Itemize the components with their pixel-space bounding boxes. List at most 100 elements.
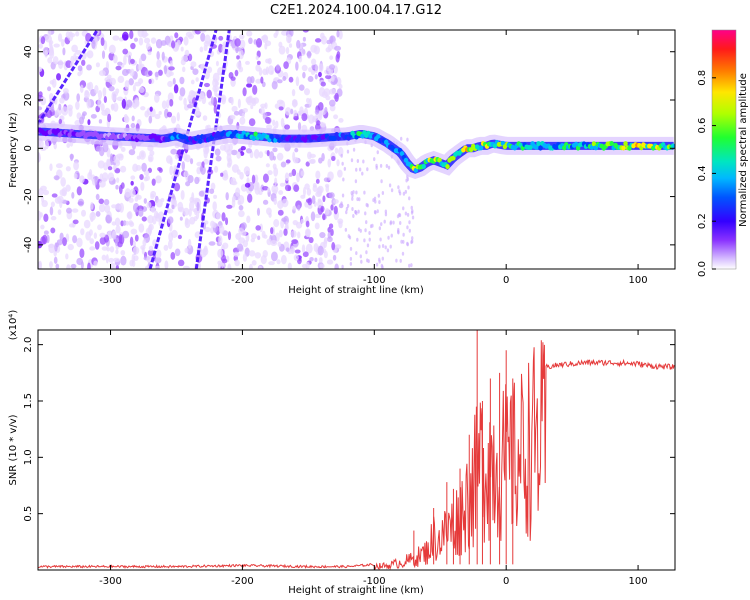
noise-speckle: [273, 219, 280, 228]
noise-speckle: [328, 64, 336, 70]
noise-speckle: [278, 45, 286, 55]
noise-speckle: [309, 256, 314, 262]
noise-speckle: [184, 247, 189, 254]
noise-speckle: [325, 185, 330, 193]
noise-speckle: [275, 30, 279, 36]
noise-speckle: [253, 149, 260, 159]
noise-speckle: [236, 243, 244, 252]
noise-speckle: [294, 249, 301, 254]
noise-speckle: [222, 242, 229, 250]
noise-speckle: [311, 195, 316, 205]
noise-speckle: [177, 234, 182, 240]
noise-speckle: [328, 223, 334, 229]
noise-speckle: [194, 207, 198, 216]
noise-speckle: [155, 212, 160, 219]
noise-speckle: [120, 249, 126, 256]
noise-speckle: [258, 67, 263, 76]
noise-speckle: [278, 106, 284, 111]
noise-speckle: [166, 208, 172, 214]
noise-speckle: [52, 56, 59, 65]
noise-speckle: [138, 57, 142, 67]
noise-speckle: [138, 86, 145, 94]
trace-cell: [573, 141, 579, 147]
noise-speckle: [183, 36, 189, 46]
colorbar-tick-label: 0.8: [697, 70, 708, 86]
noise-speckle: [351, 196, 354, 201]
noise-speckle: [282, 75, 287, 81]
noise-speckle: [121, 98, 127, 109]
noise-speckle: [338, 118, 344, 123]
noise-speckle: [294, 147, 299, 153]
noise-speckle: [276, 99, 284, 105]
noise-speckle: [408, 196, 411, 201]
noise-speckle: [49, 43, 54, 54]
noise-speckle: [265, 124, 273, 129]
noise-speckle: [177, 259, 185, 267]
noise-speckle: [296, 39, 301, 49]
noise-speckle: [46, 109, 53, 119]
noise-speckle: [331, 155, 336, 162]
noise-speckle: [290, 248, 295, 253]
noise-speckle: [203, 82, 210, 88]
noise-speckle: [246, 83, 253, 88]
noise-speckle: [42, 234, 48, 245]
y-tick-label: 40: [23, 45, 34, 58]
noise-speckle: [379, 237, 382, 242]
noise-speckle: [318, 71, 322, 78]
noise-speckle: [122, 220, 127, 226]
noise-speckle: [290, 230, 297, 238]
snr-y-multiplier: (x10⁴): [8, 310, 19, 341]
noise-speckle: [340, 201, 343, 206]
trace-cell: [421, 163, 426, 169]
trace-cell: [336, 135, 341, 141]
noise-speckle: [140, 53, 147, 62]
noise-speckle: [241, 112, 245, 119]
x-tick-label: 0: [503, 275, 509, 286]
noise-speckle: [230, 149, 238, 156]
noise-speckle: [38, 66, 43, 73]
noise-speckle: [76, 237, 83, 248]
noise-speckle: [62, 88, 69, 94]
noise-speckle: [410, 205, 413, 210]
noise-speckle: [218, 235, 223, 245]
noise-speckle: [366, 243, 370, 248]
noise-speckle: [76, 257, 84, 266]
noise-speckle: [128, 78, 134, 86]
noise-speckle: [273, 197, 278, 205]
noise-speckle: [190, 61, 197, 68]
noise-speckle: [283, 61, 289, 69]
noise-speckle: [306, 50, 312, 59]
noise-speckle: [402, 206, 405, 211]
noise-speckle: [89, 238, 95, 245]
noise-speckle: [98, 180, 106, 188]
noise-speckle: [292, 156, 299, 164]
noise-speckle: [337, 169, 343, 178]
noise-speckle: [108, 44, 116, 54]
noise-speckle: [350, 158, 354, 163]
noise-speckle: [349, 246, 353, 251]
noise-speckle: [50, 201, 55, 208]
noise-speckle: [134, 196, 139, 202]
noise-speckle: [129, 68, 135, 77]
noise-speckle: [154, 256, 162, 264]
noise-speckle: [84, 90, 90, 99]
noise-speckle: [381, 256, 385, 261]
spectrogram-x-label: Height of straight line (km): [288, 285, 424, 296]
noise-speckle: [305, 220, 310, 228]
noise-speckle: [318, 63, 324, 73]
noise-speckle: [112, 35, 120, 41]
noise-speckle: [288, 43, 293, 48]
noise-speckle: [128, 197, 134, 203]
noise-speckle: [387, 165, 391, 170]
noise-speckle: [296, 172, 300, 183]
noise-speckle: [145, 265, 150, 269]
trace-cell: [269, 134, 274, 140]
noise-speckle: [40, 96, 47, 106]
noise-speckle: [301, 244, 306, 253]
colorbar-tick-label: 0.6: [697, 118, 708, 134]
noise-speckle: [151, 178, 156, 186]
noise-speckle: [380, 179, 383, 184]
x-tick-label: -200: [231, 275, 254, 286]
noise-speckle: [110, 104, 115, 111]
noise-speckle: [272, 147, 278, 153]
